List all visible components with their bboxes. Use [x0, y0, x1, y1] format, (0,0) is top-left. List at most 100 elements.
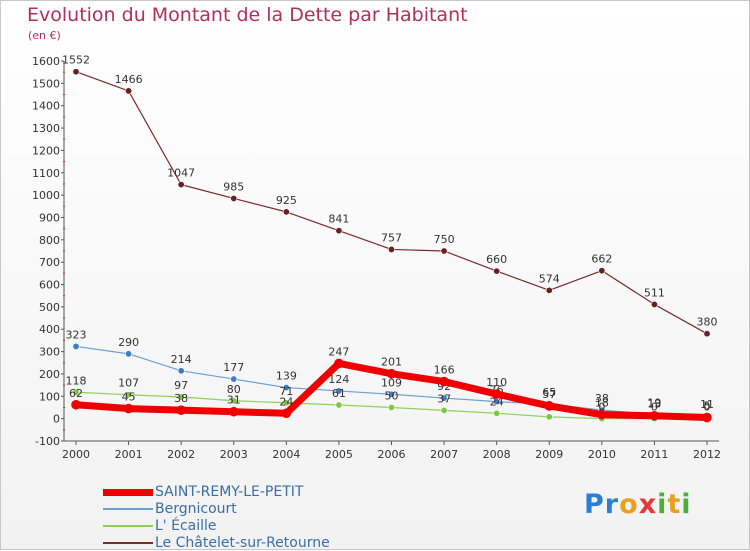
data-label-saint-remy-le-petit: 57 — [542, 388, 556, 401]
data-label-l-caille: 24 — [490, 395, 504, 408]
data-point-bergnicourt — [387, 390, 395, 398]
data-label-l-caille: 97 — [174, 379, 188, 392]
data-label-bergnicourt: 214 — [171, 353, 192, 366]
data-point-l-caille — [493, 409, 501, 417]
x-tick-label: 2003 — [220, 448, 248, 461]
data-point-saint-remy-le-petit — [439, 376, 449, 387]
data-label-le-ch-telet-sur-retourne: 757 — [381, 231, 402, 244]
legend-label: L' Écaille — [155, 518, 217, 534]
proxiti-logo: Proxiti — [584, 489, 692, 520]
data-point-le-ch-telet-sur-retourne — [177, 181, 185, 189]
legend-swatch — [103, 525, 153, 527]
data-point-saint-remy-le-petit — [544, 401, 555, 411]
data-label-bergnicourt: 11 — [700, 398, 714, 411]
data-point-l-caille — [440, 406, 448, 414]
x-tick-label: 2001 — [115, 448, 143, 461]
data-point-l-caille — [335, 401, 343, 409]
data-label-le-ch-telet-sur-retourne: 660 — [486, 253, 507, 266]
data-label-bergnicourt: 38 — [595, 392, 609, 405]
data-point-saint-remy-le-petit — [71, 399, 81, 410]
y-tick-label: 800 — [39, 234, 60, 247]
y-tick-label: -100 — [35, 435, 60, 448]
y-tick-label: 1000 — [32, 189, 60, 202]
data-point-l-caille — [387, 403, 395, 411]
x-tick-label: 2012 — [693, 448, 721, 461]
data-point-bergnicourt — [177, 367, 185, 375]
data-label-bergnicourt: 290 — [118, 336, 139, 349]
data-label-saint-remy-le-petit: 166 — [434, 364, 455, 377]
x-tick-label: 2011 — [640, 448, 668, 461]
data-point-l-caille — [282, 399, 290, 407]
data-label-saint-remy-le-petit: 38 — [174, 392, 188, 405]
data-label-le-ch-telet-sur-retourne: 1552 — [62, 54, 90, 67]
legend-label: SAINT-REMY-LE-PETIT — [155, 484, 304, 500]
data-label-l-caille: 0 — [598, 401, 605, 414]
data-point-le-ch-telet-sur-retourne — [72, 68, 80, 76]
data-point-le-ch-telet-sur-retourne — [335, 227, 343, 235]
data-point-saint-remy-le-petit — [597, 409, 607, 420]
data-label-l-caille: 80 — [227, 383, 241, 396]
data-point-bergnicourt — [282, 384, 290, 392]
data-label-saint-remy-le-petit: 5 — [704, 400, 711, 413]
chart-title: Evolution du Montant de la Dette par Hab… — [27, 4, 468, 26]
x-tick-label: 2008 — [483, 448, 511, 461]
data-point-bergnicourt — [230, 375, 238, 383]
data-label-l-caille: 0 — [651, 401, 658, 414]
y-tick-label: 500 — [39, 301, 60, 314]
data-label-le-ch-telet-sur-retourne: 574 — [539, 272, 560, 285]
data-label-saint-remy-le-petit: 62 — [69, 387, 83, 400]
data-label-le-ch-telet-sur-retourne: 985 — [223, 180, 244, 193]
data-label-saint-remy-le-petit: 31 — [227, 394, 241, 407]
data-label-l-caille: 118 — [66, 374, 87, 387]
data-label-saint-remy-le-petit: 18 — [595, 397, 609, 410]
series-line-le-ch-telet-sur-retourne — [75, 71, 708, 335]
y-tick-label: 1200 — [32, 144, 60, 157]
logo-letter: i — [657, 489, 668, 520]
x-tick-label: 2009 — [535, 448, 563, 461]
data-point-le-ch-telet-sur-retourne — [387, 245, 395, 253]
data-label-bergnicourt: 139 — [276, 370, 297, 383]
data-point-bergnicourt — [440, 394, 448, 402]
data-point-bergnicourt — [335, 387, 343, 395]
data-label-bergnicourt: 19 — [647, 396, 661, 409]
data-label-le-ch-telet-sur-retourne: 380 — [697, 316, 718, 329]
legend-label: Bergnicourt — [155, 501, 237, 517]
data-label-saint-remy-le-petit: 24 — [279, 395, 293, 408]
data-point-saint-remy-le-petit — [702, 412, 712, 423]
logo-letter: i — [681, 489, 692, 520]
y-tick-label: 1300 — [32, 122, 60, 135]
y-tick-label: 1500 — [32, 77, 60, 90]
data-point-le-ch-telet-sur-retourne — [650, 300, 658, 308]
data-point-saint-remy-le-petit — [176, 405, 186, 415]
data-label-bergnicourt: 323 — [66, 328, 87, 341]
logo-letter: r — [604, 489, 620, 520]
data-point-saint-remy-le-petit — [386, 368, 397, 379]
y-tick-label: 1400 — [32, 100, 60, 113]
data-label-l-caille: 61 — [332, 387, 346, 400]
x-tick-label: 2000 — [62, 448, 90, 461]
data-point-l-caille — [125, 391, 133, 399]
data-label-saint-remy-le-petit: 247 — [328, 345, 349, 358]
x-tick-label: 2007 — [430, 448, 458, 461]
y-tick-label: 1600 — [32, 55, 60, 68]
x-tick-label: 2010 — [588, 448, 616, 461]
legend-swatch — [103, 488, 153, 496]
logo-letter: o — [619, 489, 639, 520]
data-point-saint-remy-le-petit — [334, 358, 344, 369]
data-point-l-caille — [72, 388, 80, 396]
x-tick-label: 2004 — [272, 448, 300, 461]
data-point-le-ch-telet-sur-retourne — [125, 87, 133, 95]
data-point-bergnicourt — [72, 342, 80, 350]
data-point-le-ch-telet-sur-retourne — [282, 208, 290, 216]
data-label-saint-remy-le-petit: 13 — [647, 398, 661, 411]
data-label-l-caille: 107 — [118, 377, 139, 390]
x-tick-label: 2005 — [325, 448, 353, 461]
data-point-le-ch-telet-sur-retourne — [703, 330, 711, 338]
data-label-l-caille: 37 — [437, 392, 451, 405]
data-label-l-caille: 71 — [279, 385, 293, 398]
data-label-le-ch-telet-sur-retourne: 662 — [591, 253, 612, 266]
data-point-le-ch-telet-sur-retourne — [545, 286, 553, 294]
data-point-saint-remy-le-petit — [281, 408, 292, 419]
y-tick-label: 200 — [39, 368, 60, 381]
